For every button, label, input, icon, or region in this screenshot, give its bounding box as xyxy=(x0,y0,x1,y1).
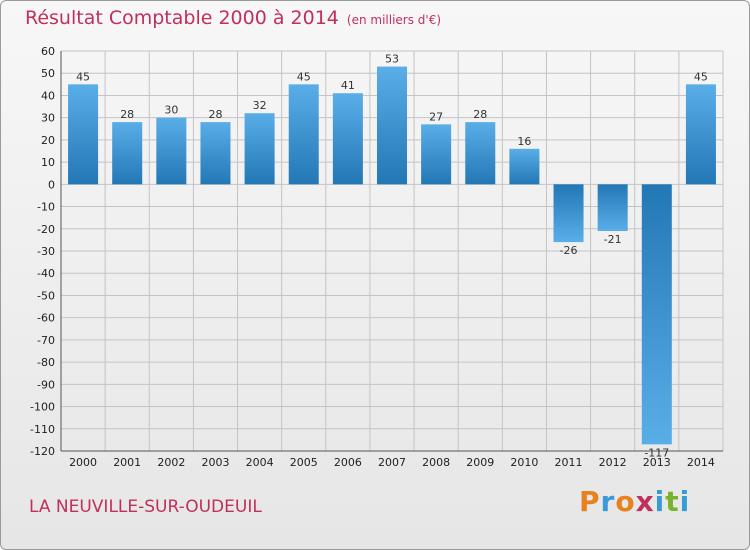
y-tick-label: -10 xyxy=(37,201,55,214)
y-tick-label: -100 xyxy=(30,401,55,414)
logo-letter: x xyxy=(635,485,655,518)
y-tick-label: -40 xyxy=(37,267,55,280)
y-tick-label: 40 xyxy=(41,89,55,102)
logo-letter: i xyxy=(679,485,691,518)
value-label: 28 xyxy=(120,108,134,121)
x-tick-label: 2013 xyxy=(643,456,671,469)
y-tick-label: 10 xyxy=(41,156,55,169)
chart-title-text: Résultat Comptable 2000 à 2014 xyxy=(25,7,339,29)
x-tick-label: 2014 xyxy=(687,456,715,469)
value-label: 45 xyxy=(297,70,311,83)
value-label: 41 xyxy=(341,79,355,92)
value-label: 28 xyxy=(208,108,222,121)
y-tick-label: -90 xyxy=(37,378,55,391)
y-tick-label: -120 xyxy=(30,445,55,458)
bar-2000 xyxy=(68,84,99,185)
value-label: 27 xyxy=(429,110,443,123)
logo-letter: P xyxy=(579,485,601,518)
bar-2009 xyxy=(465,122,496,185)
y-tick-label: -70 xyxy=(37,334,55,347)
x-tick-label: 2003 xyxy=(201,456,229,469)
bar-2012 xyxy=(597,184,628,231)
value-label: 28 xyxy=(473,108,487,121)
chart-title: Résultat Comptable 2000 à 2014 (en millie… xyxy=(25,7,441,29)
proxiti-logo[interactable]: Proxiti xyxy=(579,485,690,518)
value-label: 16 xyxy=(517,135,531,148)
x-tick-label: 2012 xyxy=(599,456,627,469)
logo-letter: t xyxy=(665,485,680,518)
bar-2004 xyxy=(244,113,275,185)
y-tick-label: 30 xyxy=(41,112,55,125)
logo-letter: r xyxy=(600,485,616,518)
y-tick-label: 0 xyxy=(48,178,55,191)
x-tick-label: 2008 xyxy=(422,456,450,469)
value-label: 45 xyxy=(694,70,708,83)
x-tick-label: 2009 xyxy=(466,456,494,469)
value-label: 53 xyxy=(385,53,399,66)
y-tick-label: 20 xyxy=(41,134,55,147)
chart-unit: (en milliers d'€) xyxy=(346,13,442,27)
bar-2005 xyxy=(288,84,319,185)
value-label: 30 xyxy=(164,104,178,117)
y-tick-label: 60 xyxy=(41,45,55,58)
x-tick-label: 2011 xyxy=(555,456,583,469)
x-tick-label: 2006 xyxy=(334,456,362,469)
axes xyxy=(60,51,723,452)
x-tick-label: 2001 xyxy=(113,456,141,469)
value-label: 32 xyxy=(253,99,267,112)
y-tick-label: -110 xyxy=(30,423,55,436)
value-label: -26 xyxy=(560,244,578,257)
logo-letter: o xyxy=(615,485,636,518)
commune-name: LA NEUVILLE-SUR-OUDEUIL xyxy=(29,497,262,517)
x-tick-label: 2002 xyxy=(157,456,185,469)
x-tick-label: 2004 xyxy=(246,456,274,469)
y-tick-label: 50 xyxy=(41,67,55,80)
bar-2014 xyxy=(685,84,716,185)
y-tick-label: -80 xyxy=(37,356,55,369)
x-tick-label: 2007 xyxy=(378,456,406,469)
y-tick-label: -20 xyxy=(37,223,55,236)
logo-letter: i xyxy=(654,485,666,518)
bar-2010 xyxy=(509,148,540,185)
value-label: 45 xyxy=(76,70,90,83)
x-tick-label: 2010 xyxy=(510,456,538,469)
bar-2003 xyxy=(200,122,231,185)
y-tick-label: -50 xyxy=(37,289,55,302)
bar-2007 xyxy=(376,66,408,185)
bar-2011 xyxy=(553,184,584,243)
labels: 6050403020100-10-20-30-40-50-60-70-80-90… xyxy=(30,45,715,469)
bars xyxy=(68,66,716,445)
value-label: -117 xyxy=(644,446,669,459)
bar-2013 xyxy=(641,184,672,445)
bar-2001 xyxy=(112,122,143,185)
y-tick-label: -60 xyxy=(37,312,55,325)
x-tick-label: 2005 xyxy=(290,456,318,469)
value-label: -21 xyxy=(604,233,622,246)
x-tick-label: 2000 xyxy=(69,456,97,469)
bar-2006 xyxy=(332,93,363,185)
y-tick-label: -30 xyxy=(37,245,55,258)
bar-2002 xyxy=(156,117,187,185)
bar-2008 xyxy=(421,124,452,185)
